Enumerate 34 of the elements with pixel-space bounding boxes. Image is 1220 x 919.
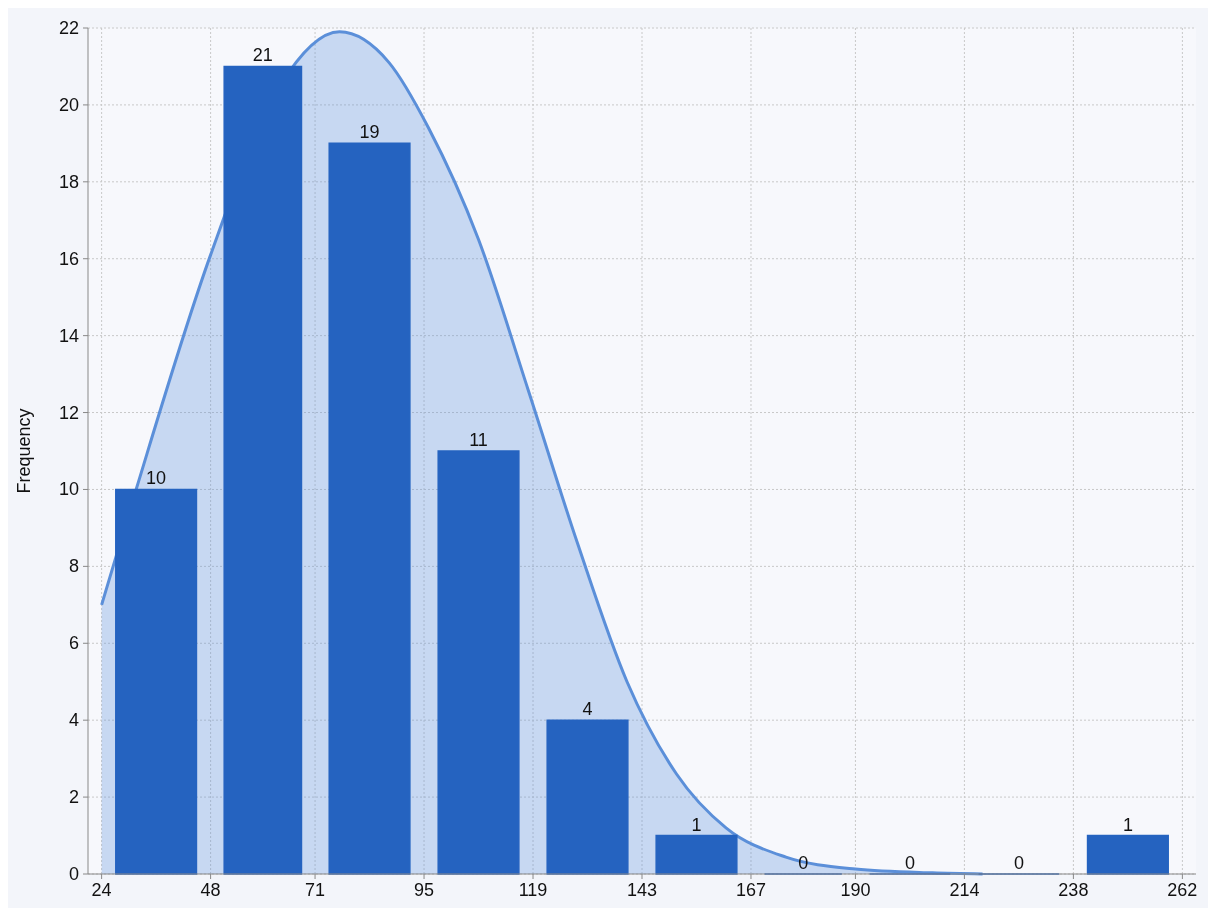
x-tick-label: 24 xyxy=(91,880,112,900)
data-label: 0 xyxy=(904,853,915,873)
x-tick-label: 48 xyxy=(200,880,221,900)
data-label: 21 xyxy=(252,45,273,66)
x-tick-label: 95 xyxy=(414,880,435,900)
y-tick-label: 20 xyxy=(58,94,79,115)
y-tick-label: 18 xyxy=(58,171,79,192)
data-label: 1 xyxy=(1122,814,1133,835)
y-tick-label: 6 xyxy=(68,633,79,654)
y-tick-label: 0 xyxy=(68,864,79,884)
y-tick-label: 12 xyxy=(58,402,79,423)
y-tick-label: 10 xyxy=(58,479,79,500)
x-tick-label: 71 xyxy=(305,880,326,900)
y-tick-label: 22 xyxy=(58,18,79,38)
x-tick-label: 167 xyxy=(735,880,767,900)
data-label: 0 xyxy=(798,853,809,873)
x-tick-label: 190 xyxy=(840,880,871,900)
data-label: 19 xyxy=(359,122,380,143)
y-tick-label: 2 xyxy=(68,787,79,808)
x-tick-label: 143 xyxy=(626,880,658,900)
y-tick-label: 4 xyxy=(68,710,79,731)
y-tick-label: 14 xyxy=(58,325,79,346)
y-axis-title: Frequency xyxy=(14,408,34,494)
data-label: 0 xyxy=(1013,853,1024,873)
data-label: 1 xyxy=(691,814,702,835)
data-label: 11 xyxy=(469,430,488,450)
y-tick-label: 16 xyxy=(58,248,79,269)
x-tick-label: 262 xyxy=(1167,880,1198,900)
y-tick-label: 8 xyxy=(68,556,79,577)
x-tick-label: 238 xyxy=(1058,880,1089,900)
data-label: 10 xyxy=(146,468,167,489)
x-tick-label: 119 xyxy=(518,880,548,900)
x-tick-label: 214 xyxy=(949,880,980,900)
data-label: 4 xyxy=(582,699,593,720)
